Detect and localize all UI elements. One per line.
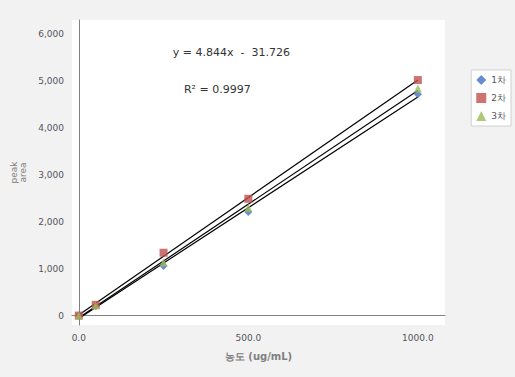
- svg-text:peak: peak: [8, 161, 19, 184]
- svg-text:1,000: 1,000: [38, 264, 64, 274]
- svg-text:y = 4.844x - 31.726: y = 4.844x - 31.726: [173, 46, 290, 59]
- svg-text:3,000: 3,000: [38, 170, 64, 180]
- svg-text:2,000: 2,000: [38, 217, 64, 227]
- svg-text:R² = 0.9997: R² = 0.9997: [184, 83, 251, 96]
- svg-text:3차: 3차: [491, 111, 506, 121]
- svg-text:500.0: 500.0: [235, 333, 261, 343]
- svg-text:5,000: 5,000: [38, 76, 64, 86]
- svg-text:1차: 1차: [491, 75, 506, 85]
- svg-text:0: 0: [58, 311, 64, 321]
- svg-text:area: area: [18, 162, 28, 182]
- svg-text:6,000: 6,000: [38, 29, 64, 39]
- svg-text:1000.0: 1000.0: [402, 333, 434, 343]
- svg-text:0.0: 0.0: [72, 333, 87, 343]
- svg-text:2차: 2차: [491, 93, 506, 103]
- svg-text:4,000: 4,000: [38, 123, 64, 133]
- svg-text:농도 (ug/mL): 농도 (ug/mL): [225, 351, 292, 362]
